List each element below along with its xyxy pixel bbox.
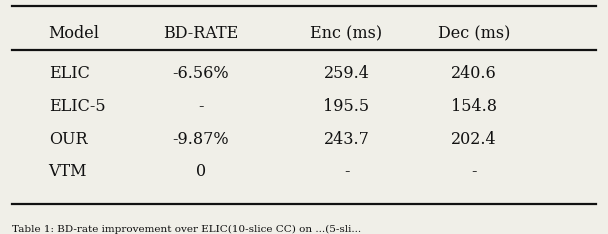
Text: OUR: OUR	[49, 131, 88, 148]
Text: -: -	[471, 164, 477, 180]
Text: -: -	[344, 164, 350, 180]
Text: Model: Model	[49, 26, 100, 42]
Text: 154.8: 154.8	[451, 98, 497, 115]
Text: Enc (ms): Enc (ms)	[311, 26, 382, 42]
Text: 202.4: 202.4	[451, 131, 497, 148]
Text: ELIC-5: ELIC-5	[49, 98, 105, 115]
Text: VTM: VTM	[49, 164, 87, 180]
Text: -: -	[198, 98, 204, 115]
Text: Table 1: BD-rate improvement over ELIC(10-slice CC) on ...(5-sli...: Table 1: BD-rate improvement over ELIC(1…	[12, 225, 361, 234]
Text: 243.7: 243.7	[323, 131, 370, 148]
Text: Dec (ms): Dec (ms)	[438, 26, 511, 42]
Text: 259.4: 259.4	[323, 65, 370, 82]
Text: BD-RATE: BD-RATE	[163, 26, 238, 42]
Text: ELIC: ELIC	[49, 65, 89, 82]
Text: -6.56%: -6.56%	[172, 65, 229, 82]
Text: 195.5: 195.5	[323, 98, 370, 115]
Text: 240.6: 240.6	[451, 65, 497, 82]
Text: 0: 0	[196, 164, 206, 180]
Text: -9.87%: -9.87%	[172, 131, 229, 148]
